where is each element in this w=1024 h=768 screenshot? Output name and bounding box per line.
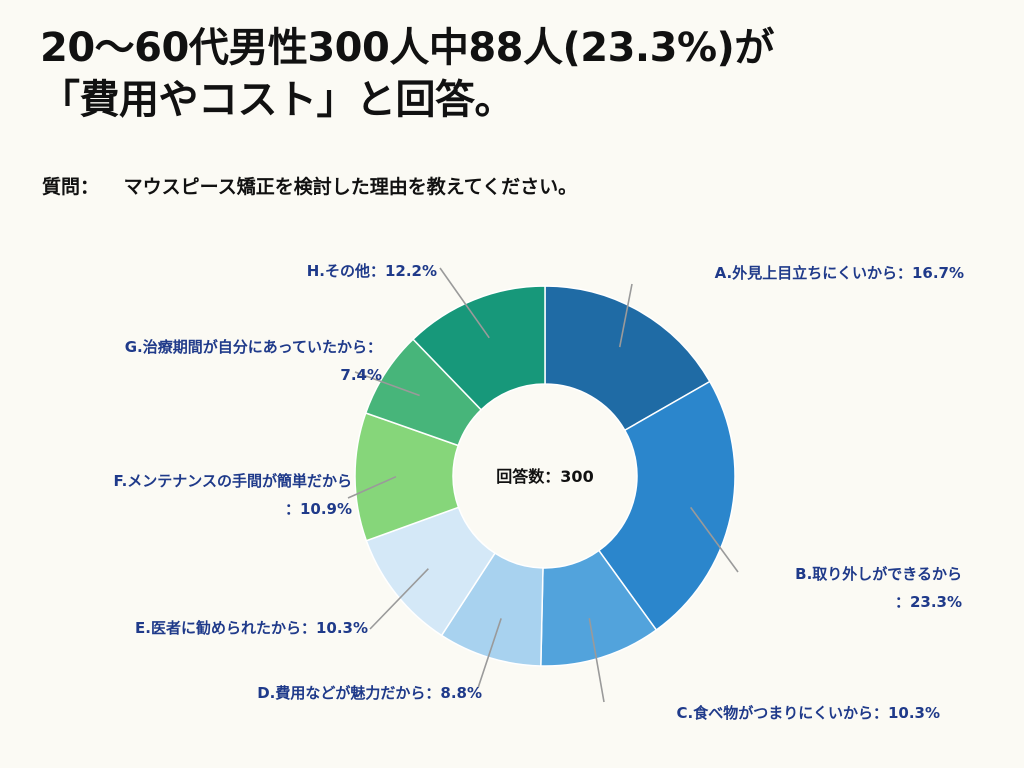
center-label: 回答数：300 (496, 467, 593, 486)
donut-slice-a (544, 285, 711, 432)
donut-slice-b (597, 380, 736, 632)
slice-label-d: D.費用などが魅力だから：8.8% (257, 684, 482, 702)
slice-label-b: B.取り外しができるから：23.3% (795, 565, 962, 611)
title-line-1: 20〜60代男性300人中88人(23.3%)が (40, 25, 774, 71)
leader-line-g (354, 371, 420, 397)
slice-labels: A.外見上目立ちにくいから：16.7% B.取り外しができるから：23.3% C.食… (114, 262, 964, 722)
leader-lines (347, 267, 739, 703)
slice-label-h: H.その他：12.2% (307, 262, 437, 280)
question-label: 質問： (42, 176, 100, 198)
title-line-2: 「費用やコスト」と回答。 (40, 77, 514, 123)
slice-label-c: C.食べ物がつまりにくいから：10.3% (677, 704, 940, 722)
donut-slice-h (412, 285, 546, 411)
leader-line-c (588, 618, 605, 703)
leader-line-a (618, 283, 633, 348)
slice-label-a: A.外見上目立ちにくいから：16.7% (715, 264, 964, 282)
leader-line-d (477, 618, 502, 689)
leader-line-h (439, 267, 490, 339)
question-text: マウスピース矯正を検討した理由を教えてください。 (123, 176, 578, 198)
page-title: 20〜60代男性300人中88人(23.3%)が 「費用やコスト」と回答。 (40, 22, 774, 126)
leader-line-f (347, 475, 397, 499)
donut-slices (354, 285, 736, 667)
slice-label-f: F.メンテナンスの手間が簡単だから：10.9% (114, 472, 352, 518)
slice-label-e: E.医者に勧められたから：10.3% (135, 619, 368, 637)
question: 質問： マウスピース矯正を検討した理由を教えてください。 (42, 172, 577, 199)
slice-label-g: G.治療期間が自分にあっていたから： 7.4% (125, 338, 382, 384)
leader-line-b (690, 506, 739, 573)
leader-line-e (369, 568, 429, 630)
